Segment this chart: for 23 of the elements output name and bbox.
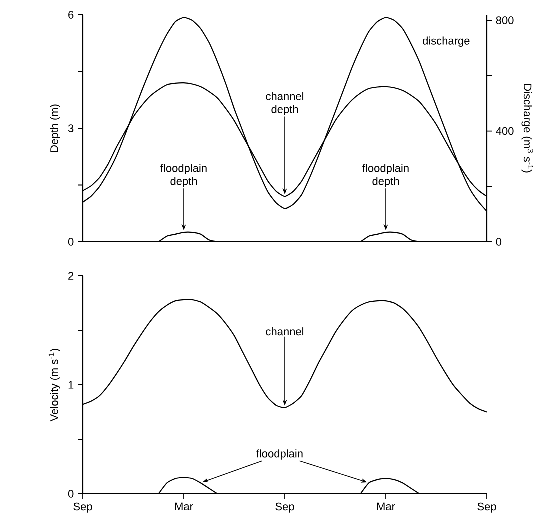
x-tick-label: Sep <box>478 502 496 513</box>
y-tick-label: 2 <box>68 272 74 280</box>
y2-tick-label: 800 <box>496 16 514 24</box>
y-tick-label: 0 <box>68 490 74 498</box>
y-tick-label: 1 <box>68 381 74 389</box>
x-tick-label: Sep <box>74 502 92 513</box>
x-tick-label: Mar <box>175 502 194 511</box>
y2-tick-label: 0 <box>496 238 502 246</box>
y2-axis-title: Discharge (m$^{3}$ s$^{-1}$) <box>522 84 534 173</box>
text: floodplain depth <box>160 164 207 188</box>
y-tick-label: 0 <box>68 238 74 246</box>
y-axis-title: Depth (m) <box>50 104 60 152</box>
text: floodplain depth <box>362 164 409 188</box>
x-tick-label: Mar <box>377 502 396 511</box>
y-axis-title: Velocity (m s$^{-1}$) <box>48 349 60 422</box>
y-tick-label: 3 <box>68 124 74 132</box>
x-tick-label: Sep <box>276 502 294 513</box>
y-tick-label: 6 <box>68 11 74 19</box>
text: channel depth <box>266 92 304 116</box>
text: floodplain <box>256 450 303 460</box>
y2-tick-label: 400 <box>496 127 514 136</box>
text: channel <box>266 328 304 336</box>
series-label: discharge <box>423 36 470 48</box>
